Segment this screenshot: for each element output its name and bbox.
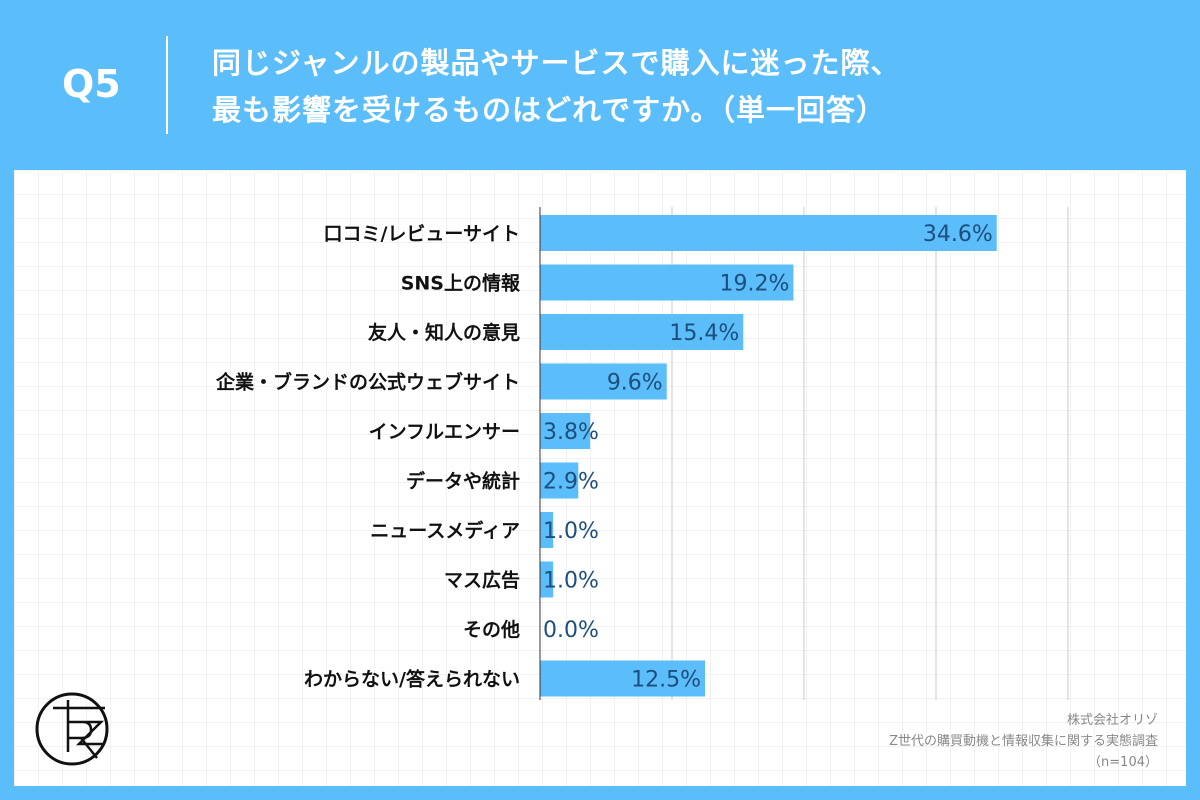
category-label: 友人・知人の意見 [368, 321, 520, 344]
bar [540, 215, 997, 251]
value-label: 9.6% [607, 371, 663, 396]
bar [540, 512, 554, 548]
bar [540, 561, 554, 598]
category-label: マス広告 [444, 569, 520, 592]
title-line-2: 最も影響を受けるものはどれですか。（単一回答） [212, 93, 887, 127]
bar [540, 314, 744, 350]
category-label: わからない/答えられない [304, 668, 520, 691]
bar [540, 413, 591, 449]
footer-sample: （n=104） [1088, 755, 1158, 770]
category-label: 口コミ/レビューサイト [323, 223, 520, 245]
category-label: インフルエンサー [369, 421, 520, 443]
value-label: 1.0% [543, 519, 599, 544]
chart-title: 同じジャンルの製品やサービスで購入に迷った際、 最も影響を受けるものはどれですか… [212, 40, 901, 134]
value-label: 0.0% [543, 618, 599, 643]
value-label: 1.0% [543, 569, 599, 594]
category-label: ニュースメディア [370, 519, 520, 542]
bar [540, 660, 705, 697]
company-logo [35, 692, 109, 766]
category-label: 企業・ブランドの公式ウェブサイト [215, 371, 520, 394]
value-label: 15.4% [669, 321, 739, 346]
bar [540, 363, 667, 400]
value-label: 12.5% [631, 668, 701, 693]
footer-company: 株式会社オリゾ [1066, 713, 1158, 728]
category-label: データや統計 [406, 470, 520, 493]
value-label: 34.6% [923, 222, 993, 247]
value-label: 2.9% [543, 470, 599, 495]
category-label: その他 [463, 618, 520, 641]
divider [166, 36, 168, 134]
value-label: 19.2% [720, 272, 790, 297]
question-number: Q5 [62, 62, 121, 106]
footer: 株式会社オリゾ Z世代の購買動機と情報収集に関する実態調査 （n=104） [889, 710, 1158, 773]
bar [540, 264, 794, 301]
bar [540, 462, 579, 499]
footer-survey: Z世代の購買動機と情報収集に関する実態調査 [889, 734, 1158, 749]
category-label: SNS上の情報 [401, 272, 521, 295]
value-label: 3.8% [543, 420, 599, 445]
title-line-1: 同じジャンルの製品やサービスで購入に迷った際、 [212, 46, 901, 80]
